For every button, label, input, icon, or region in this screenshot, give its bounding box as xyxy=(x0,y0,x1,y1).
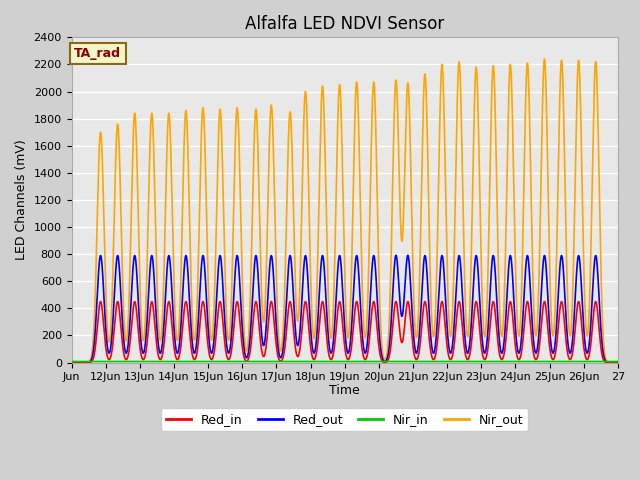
Text: TA_rad: TA_rad xyxy=(74,47,121,60)
X-axis label: Time: Time xyxy=(330,384,360,396)
Nir_out xyxy=(613,360,621,365)
Red_in xyxy=(417,340,424,346)
Nir_out xyxy=(557,58,565,63)
Line: Nir_out: Nir_out xyxy=(72,59,618,362)
Red_out xyxy=(614,360,621,365)
Red_out xyxy=(314,328,321,334)
Red_out xyxy=(613,360,621,365)
Red_in xyxy=(543,308,550,314)
Red_out xyxy=(68,360,76,365)
Red_in xyxy=(557,299,565,304)
Red_out xyxy=(404,252,412,258)
Nir_in xyxy=(314,359,321,364)
Nir_out xyxy=(417,250,424,255)
Nir_in xyxy=(614,359,621,364)
Line: Red_out: Red_out xyxy=(72,255,618,362)
Nir_in xyxy=(417,359,424,364)
Nir_out xyxy=(614,360,621,365)
Nir_in xyxy=(557,359,565,364)
Legend: Red_in, Red_out, Nir_in, Nir_out: Red_in, Red_out, Nir_in, Nir_out xyxy=(161,408,529,431)
Red_out xyxy=(557,252,565,258)
Red_out xyxy=(543,267,550,273)
Nir_out xyxy=(607,360,614,365)
Red_in xyxy=(607,360,614,365)
Nir_out xyxy=(68,360,76,365)
Red_out xyxy=(417,318,424,324)
Nir_in xyxy=(607,359,614,364)
Nir_out xyxy=(543,97,550,103)
Title: Alfalfa LED NDVI Sensor: Alfalfa LED NDVI Sensor xyxy=(245,15,444,33)
Red_out xyxy=(607,360,614,365)
Nir_out xyxy=(314,277,321,283)
Nir_in xyxy=(612,359,620,364)
Red_in xyxy=(613,360,621,365)
Red_in xyxy=(314,345,321,351)
Red_in xyxy=(392,299,400,304)
Nir_in xyxy=(68,359,76,364)
Nir_in xyxy=(543,359,550,364)
Red_in xyxy=(68,360,76,365)
Nir_out xyxy=(541,56,548,62)
Red_in xyxy=(614,360,621,365)
Y-axis label: LED Channels (mV): LED Channels (mV) xyxy=(15,140,28,260)
Line: Red_in: Red_in xyxy=(72,301,618,362)
